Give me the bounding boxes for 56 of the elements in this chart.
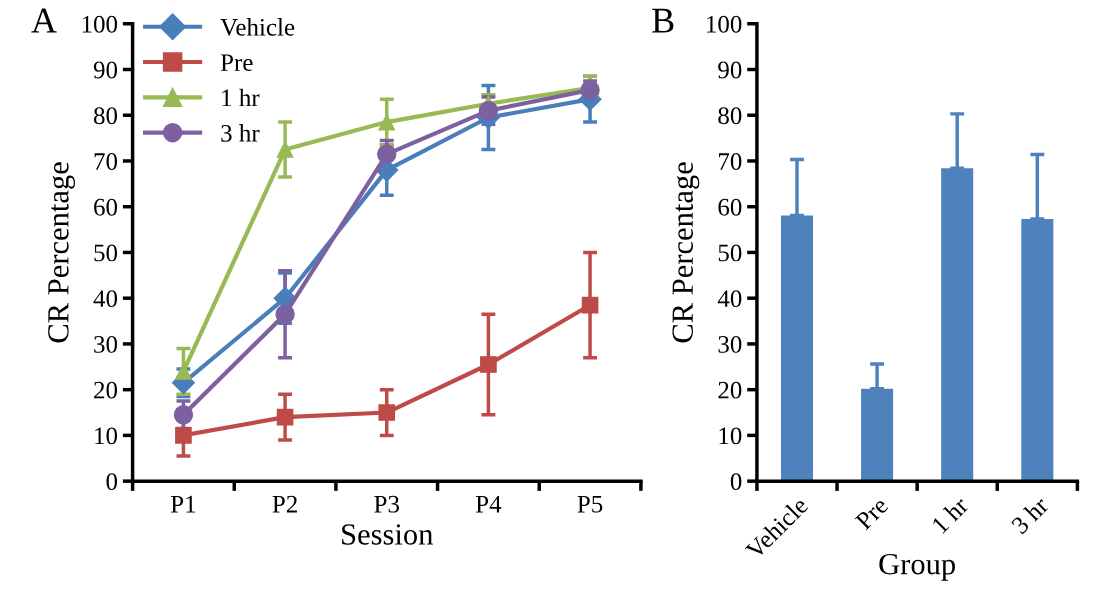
bar [1021, 219, 1054, 482]
x-tick-label: Pre [854, 496, 889, 531]
y-axis-title: CR Percentage [48, 162, 75, 343]
y-tick-label: 30 [718, 335, 742, 353]
point [478, 100, 499, 121]
legend-label: 3 hr [221, 124, 260, 142]
y-tick-label: 80 [718, 107, 742, 125]
x-tick-label: P4 [475, 495, 502, 513]
legend-label: Pre [220, 54, 253, 72]
bar [861, 388, 894, 482]
point [275, 304, 295, 324]
y-tick-label: 10 [719, 427, 742, 445]
y-tick-label: 0 [730, 473, 742, 491]
point [378, 404, 396, 421]
y-tick-label: 80 [93, 107, 118, 125]
y-tick-label: 100 [707, 15, 742, 33]
point [175, 363, 192, 380]
y-tick-label: 20 [94, 381, 118, 399]
y-tick-label: 20 [718, 381, 742, 399]
x-tick-label: P5 [577, 496, 603, 513]
point [581, 296, 599, 314]
x-axis-title: Group [879, 553, 955, 581]
x-tick-label: 1 hr [930, 495, 970, 534]
y-tick-label: 0 [106, 473, 118, 491]
x-tick-label: P3 [374, 495, 399, 513]
y-tick-label: 90 [93, 61, 118, 79]
y-tick-label: 70 [94, 153, 118, 170]
point [480, 356, 497, 373]
y-axis-title: CR Percentage [672, 162, 700, 343]
y-tick-label: 90 [718, 61, 742, 79]
x-tick-label: 3 hr [1010, 495, 1050, 535]
y-tick-label: 60 [718, 198, 742, 216]
text: B [652, 8, 674, 33]
legend-label: 1 hr [222, 88, 260, 107]
point [276, 408, 294, 426]
bar [941, 168, 974, 482]
x-tick-label: P1 [170, 495, 196, 513]
y-tick-label: 30 [94, 335, 118, 353]
x-tick-label: P2 [272, 495, 297, 513]
point [173, 405, 194, 425]
y-tick-label: 70 [718, 153, 742, 170]
y-tick-label: 50 [94, 244, 118, 262]
x-axis-title: Session [342, 524, 433, 545]
point [377, 144, 397, 164]
point [175, 427, 192, 444]
text: A [31, 8, 57, 33]
point [378, 113, 396, 131]
bar [780, 215, 813, 482]
y-tick-label: 50 [718, 244, 742, 262]
y-tick-label: 100 [82, 15, 118, 33]
y-tick-label: 40 [93, 290, 118, 308]
point [276, 141, 294, 158]
y-tick-label: 60 [94, 198, 118, 216]
y-tick-label: 10 [95, 427, 118, 445]
legend-label: Vehicle [220, 18, 295, 36]
y-tick-label: 40 [717, 290, 742, 308]
